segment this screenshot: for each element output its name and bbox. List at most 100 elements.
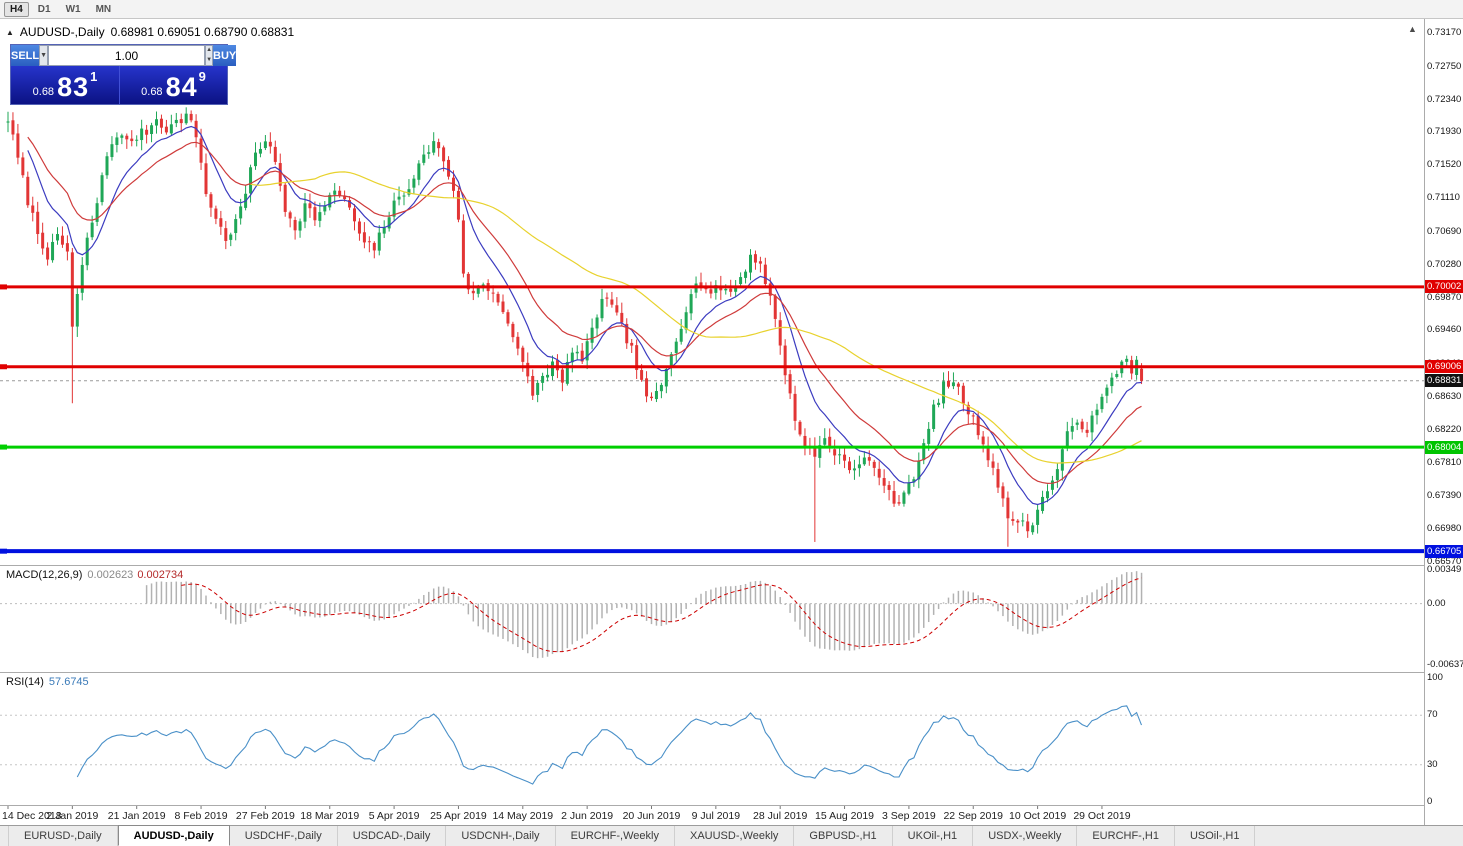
time-axis-label: 2 Jan 2019 [46,810,98,822]
chart-tab[interactable]: USDCAD-,Daily [338,826,447,846]
chart-tab[interactable]: UKOil-,H1 [893,826,974,846]
macd-signal-value: 0.002734 [137,569,184,581]
time-axis-label: 3 Sep 2019 [882,810,936,822]
sell-price-display[interactable]: 0.68 83 1 [11,66,119,104]
hline-handle[interactable] [0,548,7,554]
price-tag-0.69006: 0.69006 [1425,360,1463,374]
sell-price-prefix: 0.68 [32,86,55,98]
time-axis-label: 2 Jun 2019 [561,810,613,822]
macd-histogram [145,571,1143,659]
rsi-indicator-label: RSI(14) 57.6745 [6,676,89,688]
rsi-line [76,705,1143,785]
buy-price-big: 84 [165,72,198,102]
price-axis-label: 0.66570 [1427,556,1462,567]
time-axis-label: 29 Oct 2019 [1073,810,1130,822]
price-axis-label: 0.73170 [1427,27,1462,38]
lot-stepper[interactable]: ▲ ▼ [205,45,214,66]
macd-axis-label: -0.00637 [1427,658,1463,670]
price-axis-label: 0.72750 [1427,60,1462,72]
chart-tab[interactable]: AUDUSD-,Daily [117,825,230,846]
ma-line-10 [27,125,1142,506]
macd-indicator-label: MACD(12,26,9) 0.002623 0.002734 [6,569,183,581]
time-axis-label: 8 Feb 2019 [174,810,227,822]
macd-axis-label: 0.00349 [1427,564,1462,576]
lot-size-input[interactable] [48,45,206,66]
price-axis-label: 0.71110 [1427,192,1460,204]
rsi-axis-label: 0 [1427,796,1433,807]
time-axis-separator [0,805,1463,806]
macd-main-value: 0.002623 [87,569,134,581]
time-axis-label: 14 Dec 2018 [2,810,62,822]
macd-axis-label: 0.00 [1427,597,1446,609]
rsi-axis-label: 100 [1427,672,1443,683]
timeframe-toolbar: H4 D1 W1 MN [0,0,1463,19]
chart-tab[interactable]: EURCHF-,H1 [1077,826,1175,846]
price-axis-label: 0.71930 [1427,126,1462,138]
time-axis-label: 18 Mar 2019 [300,810,359,822]
one-click-toggle-icon[interactable]: ▲ [6,27,14,37]
buy-price-display[interactable]: 0.68 84 9 [119,66,227,104]
hline-handle[interactable] [0,284,7,290]
timeframe-button-h4[interactable]: H4 [4,1,29,17]
chart-header: ▲ AUDUSD-,Daily 0.68981 0.69051 0.68790 … [6,25,294,39]
price-axis-label: 0.70690 [1427,225,1462,237]
buy-price-pip: 9 [198,69,206,84]
sell-button[interactable]: SELL [11,45,40,66]
ma-line-50 [250,171,1142,464]
hline-handle[interactable] [0,364,7,370]
lot-dropdown-icon[interactable]: ▼ [39,45,49,66]
chart-tab[interactable]: USDX-,Weekly [973,826,1078,846]
rsi-pane-separator[interactable] [0,672,1463,673]
macd-name: MACD(12,26,9) [6,569,83,581]
price-axis-label: 0.69870 [1427,291,1462,303]
lot-decrease-icon[interactable]: ▼ [206,56,213,63]
time-axis-label: 5 Apr 2019 [369,810,420,822]
price-axis-border [1424,19,1425,825]
price-tag-0.68004: 0.68004 [1425,440,1463,454]
chart-tab[interactable]: EURCHF-,Weekly [556,826,675,846]
buy-price-prefix: 0.68 [141,86,163,98]
chart-tab[interactable]: USDCNH-,Daily [446,826,556,846]
macd-pane-separator[interactable] [0,565,1463,566]
time-axis-label: 10 Oct 2019 [1009,810,1066,822]
price-tag-0.66705: 0.66705 [1425,544,1463,558]
hline-handle[interactable] [0,444,7,450]
price-axis-label: 0.68220 [1427,423,1462,435]
candlesticks [6,107,1144,547]
timeframe-button-w1[interactable]: W1 [65,3,81,15]
timeframe-button-mn[interactable]: MN [95,3,112,15]
one-click-trading-panel: SELL ▼ ▲ ▼ BUY 0.68 83 1 0.68 84 9 [10,44,237,105]
rsi-name: RSI(14) [6,676,44,688]
chart-tab[interactable]: XAUUSD-,Weekly [675,826,795,846]
price-axis-label: 0.66980 [1427,523,1462,535]
macd-signal-line [181,577,1142,653]
time-axis-label: 28 Jul 2019 [753,810,807,822]
time-axis-label: 21 Jan 2019 [108,810,166,822]
time-axis-label: 20 Jun 2019 [623,810,681,822]
sell-price-big: 83 [57,72,90,102]
buy-button[interactable]: BUY [213,45,237,66]
time-axis-label: 9 Jul 2019 [692,810,741,822]
price-axis-label: 0.67390 [1427,490,1462,502]
price-axis-label: 0.67810 [1427,456,1462,468]
price-axis: 0.73170 0.72750 0.72340 0.71930 0.71520 0.711… [1425,19,1463,825]
scroll-to-latest-icon[interactable]: ▲ [1408,24,1417,34]
timeframe-button-d1[interactable]: D1 [37,3,51,15]
rsi-value: 57.6745 [48,676,89,688]
chart-tab[interactable]: USDCHF-,Daily [230,826,338,846]
rsi-axis-label: 70 [1427,709,1438,721]
time-axis-label: 25 Apr 2019 [430,810,487,822]
time-axis-label: 14 May 2019 [492,810,553,822]
time-axis-label: 22 Sep 2019 [943,810,1003,822]
price-axis-label: 0.69460 [1427,324,1462,336]
price-axis-label: 0.70280 [1427,258,1462,270]
chart-tab[interactable]: GBPUSD-,H1 [794,826,893,846]
chart-tab[interactable]: EURUSD-,Daily [8,826,118,846]
time-axis-label: 15 Aug 2019 [815,810,874,822]
price-axis-label: 0.72340 [1427,93,1462,105]
chart-tab-bar: EURUSD-,Daily AUDUSD-,Daily USDCHF-,Daily U… [0,825,1463,846]
chart-tab[interactable]: USOil-,H1 [1175,826,1256,846]
chart-window: 14 Dec 2018 2 Jan 2019 21 Jan 2019 8 Feb 20… [0,19,1463,825]
lot-increase-icon[interactable]: ▲ [206,47,213,53]
